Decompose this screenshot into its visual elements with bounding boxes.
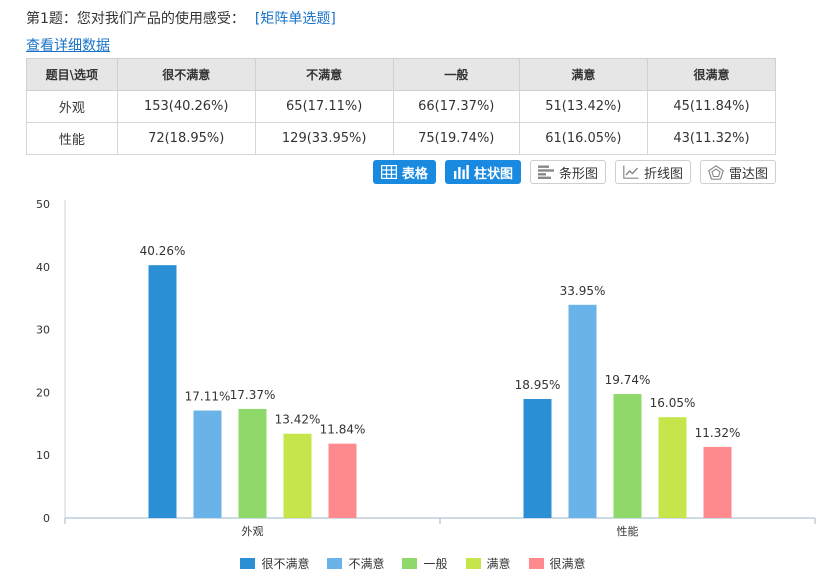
table-header-cell: 题目\选项 — [26, 58, 118, 91]
data-label: 40.26% — [140, 244, 186, 258]
table-header-cell: 一般 — [392, 58, 520, 91]
table-view-button[interactable]: 表格 — [372, 160, 436, 184]
legend-swatch — [465, 558, 481, 569]
radar-chart-view-button[interactable]: 雷达图 — [699, 160, 776, 184]
legend-item[interactable]: 不满意 — [327, 555, 384, 572]
table-view-label: 表格 — [401, 166, 428, 182]
horizontal-bar-view-button[interactable]: 条形图 — [529, 160, 606, 184]
legend-item[interactable]: 很不满意 — [240, 555, 309, 572]
line-chart-icon — [623, 165, 639, 179]
bar-chart-view-button[interactable]: 柱状图 — [444, 160, 521, 184]
bar-chart-icon — [453, 165, 469, 179]
line-chart-view-button[interactable]: 折线图 — [614, 160, 691, 184]
bar — [613, 394, 642, 518]
bar — [568, 304, 597, 518]
matrix-table: 题目\选项 很不满意 不满意 一般 满意 很满意 外观 153(40.26%) … — [26, 58, 777, 155]
table-icon — [380, 165, 397, 179]
bar — [703, 446, 732, 518]
bar — [328, 443, 357, 518]
table-row: 外观 153(40.26%) 65(17.11%) 66(17.37%) 51(… — [26, 90, 777, 123]
horizontal-bar-view-label: 条形图 — [558, 166, 598, 182]
table-cell: 72(18.95%) — [116, 122, 256, 155]
table-header-cell: 很满意 — [646, 58, 777, 91]
legend-item[interactable]: 很满意 — [528, 555, 586, 572]
legend-item[interactable]: 一般 — [402, 555, 448, 572]
table-cell: 45(11.84%) — [646, 90, 777, 123]
table-row: 性能 72(18.95%) 129(33.95%) 75(19.74%) 61(… — [26, 122, 777, 155]
bar — [193, 410, 222, 518]
data-label: 17.11% — [185, 390, 231, 404]
legend-label: 很满意 — [549, 557, 586, 571]
chart-legend: 很不满意 不满意 一般 满意 很满意 — [0, 555, 826, 572]
line-chart-view-label: 折线图 — [643, 166, 683, 182]
question-title-text: 第1题：您对我们产品的使用感受： — [26, 11, 245, 27]
y-tick-label: 10 — [36, 449, 50, 462]
bar-chart-view-label: 柱状图 — [473, 166, 513, 182]
legend-swatch — [240, 558, 256, 569]
data-label: 11.32% — [695, 426, 741, 440]
legend-swatch — [402, 558, 418, 569]
radar-chart-icon — [708, 164, 724, 180]
table-cell: 129(33.95%) — [254, 122, 394, 155]
table-cell: 43(11.32%) — [646, 122, 777, 155]
question-type: [矩阵单选题] — [254, 11, 336, 27]
legend-label: 很不满意 — [261, 557, 310, 571]
y-tick-label: 40 — [36, 261, 50, 274]
bar — [283, 433, 312, 518]
bar — [658, 417, 687, 518]
chart-view-toolbar: 表格 柱状图 条形图 折线图 雷达图 — [372, 160, 776, 184]
legend-label: 满意 — [486, 557, 511, 571]
bar — [148, 265, 177, 518]
data-label: 11.84% — [320, 423, 366, 437]
question-title: 第1题：您对我们产品的使用感受： [矩阵单选题] — [26, 8, 336, 28]
data-label: 33.95% — [560, 284, 606, 298]
legend-label: 一般 — [423, 557, 448, 571]
bar — [238, 408, 267, 518]
data-label: 16.05% — [650, 396, 696, 410]
table-header-cell: 不满意 — [254, 58, 394, 91]
table-header-row: 题目\选项 很不满意 不满意 一般 满意 很满意 — [26, 58, 777, 91]
table-cell: 66(17.37%) — [392, 90, 520, 123]
legend-swatch — [528, 558, 544, 569]
legend-label: 不满意 — [348, 557, 385, 571]
y-tick-label: 20 — [36, 386, 50, 399]
y-tick-label: 30 — [36, 324, 50, 337]
table-cell: 65(17.11%) — [254, 90, 394, 123]
legend-item[interactable]: 满意 — [465, 555, 511, 572]
y-tick-label: 50 — [36, 198, 50, 211]
table-cell: 性能 — [26, 122, 118, 155]
legend-swatch — [327, 558, 343, 569]
x-tick-label: 性能 — [617, 524, 639, 538]
table-cell: 75(19.74%) — [392, 122, 520, 155]
horizontal-bar-icon — [537, 165, 554, 179]
data-label: 18.95% — [515, 378, 561, 392]
data-label: 17.37% — [230, 388, 276, 402]
x-tick-label: 外观 — [242, 525, 264, 538]
y-tick-label: 0 — [43, 512, 50, 525]
view-detail-link[interactable]: 查看详细数据 — [26, 38, 110, 54]
table-cell: 153(40.26%) — [116, 90, 256, 123]
data-label: 13.42% — [275, 413, 321, 427]
bar — [523, 398, 552, 518]
data-label: 19.74% — [605, 373, 651, 387]
radar-chart-view-label: 雷达图 — [728, 166, 768, 182]
